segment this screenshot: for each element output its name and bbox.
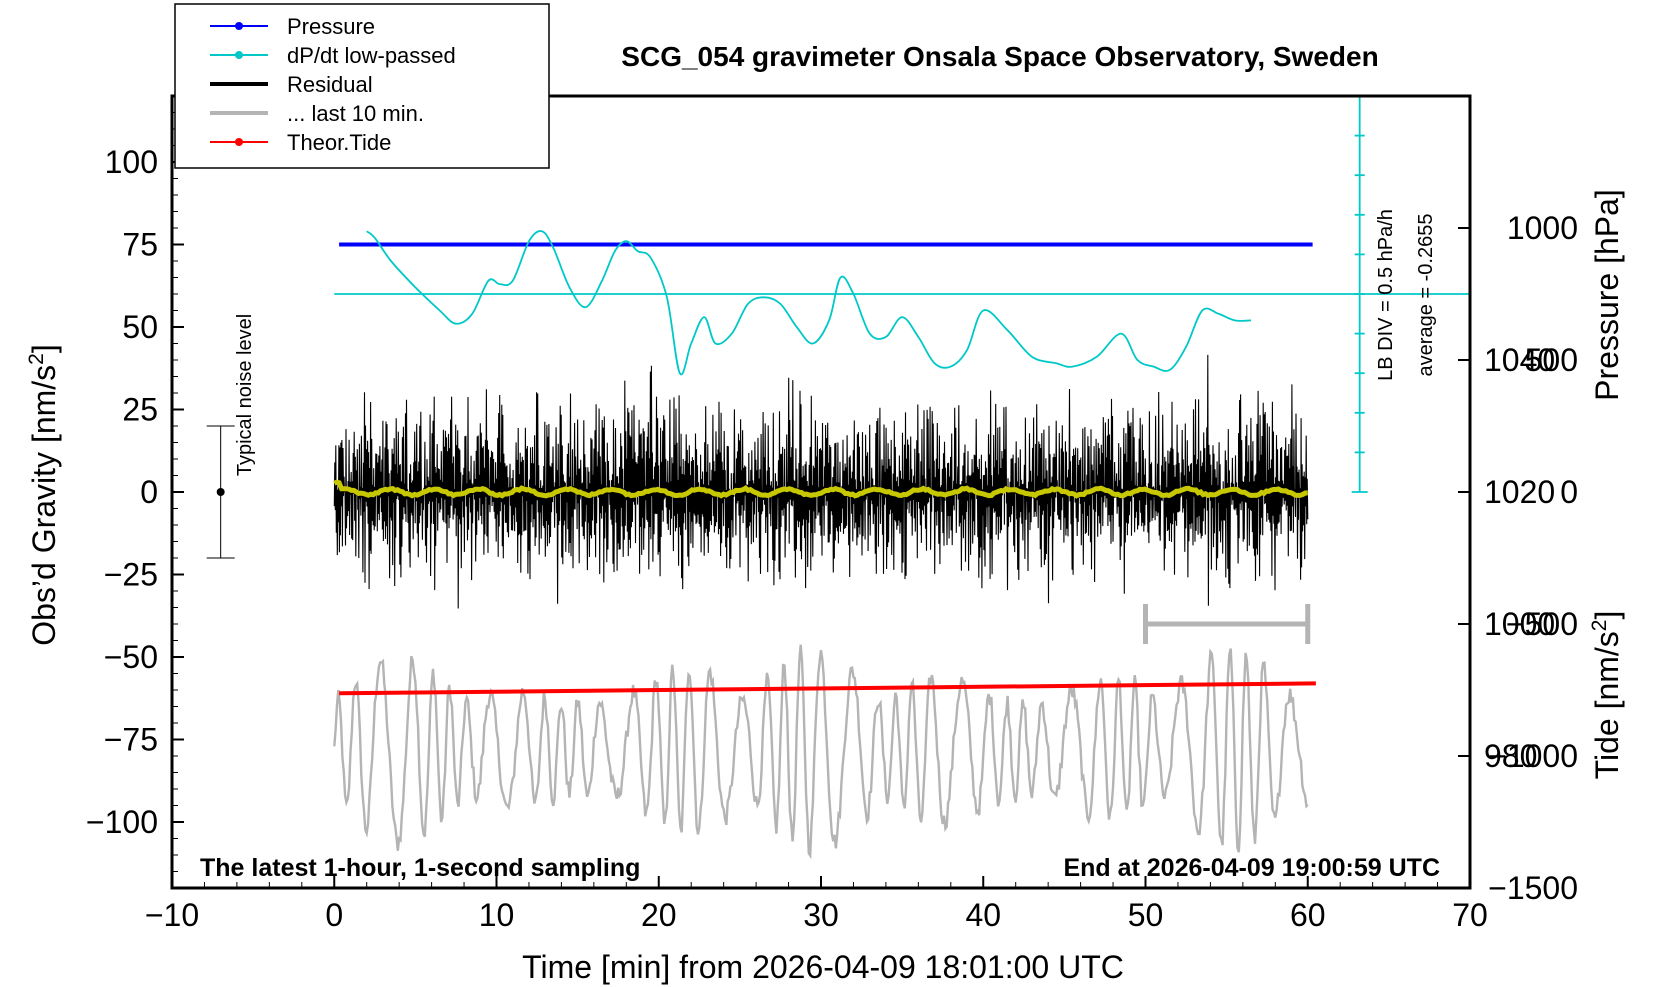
y-pressure-tick-label: 1040: [1484, 342, 1555, 378]
series-residual: [333, 354, 1309, 609]
left-axis-label: Obs’d Gravity [nm/s2]: [25, 344, 62, 646]
y-left-tick-label: 25: [122, 392, 158, 428]
y-left-tick-label: −25: [104, 557, 158, 593]
legend-items: Pressure dP/dt low-passed Residual ... last…: [210, 14, 456, 155]
chart-title: SCG_054 gravimeter Onsala Space Observat…: [621, 41, 1378, 72]
x-tick-label: 20: [641, 897, 677, 933]
y-tide-tick-label: 500: [1525, 342, 1578, 378]
x-tick-label: 30: [803, 897, 839, 933]
left-axis-label-end: ]: [26, 344, 62, 353]
legend-label: Residual: [287, 72, 373, 97]
end-time-note: End at 2026-04-09 19:00:59 UTC: [1063, 854, 1440, 882]
legend-item: ... last 10 min.: [210, 101, 424, 126]
y-left-tick-label: 75: [122, 227, 158, 263]
legend-item: Residual: [210, 72, 373, 97]
left-axis-label-sup: 2: [25, 353, 48, 365]
legend-marker: [235, 22, 243, 30]
legend: Pressure dP/dt low-passed Residual ... last…: [174, 3, 550, 169]
y-tide-tick-label: −1000: [1488, 738, 1578, 774]
series-last-10-min: [333, 644, 1309, 860]
series-residual-smoothed: [333, 479, 1308, 499]
tide-axis-label-end: ]: [1589, 611, 1625, 620]
y-tide-tick-label: 1000: [1507, 210, 1578, 246]
x-tick-label: 40: [965, 897, 1001, 933]
y-pressure-tick-label: 1000: [1484, 606, 1555, 642]
x-tick-label: 70: [1452, 897, 1488, 933]
y-tide-tick-label: −500: [1506, 606, 1578, 642]
noise-level-label: Typical noise level: [234, 314, 256, 476]
tide-axis-label-sup: 2: [1588, 620, 1611, 632]
x-axis-label: Time [min] from 2026-04-09 18:01:00 UTC: [522, 949, 1124, 985]
legend-item: Pressure: [210, 14, 375, 39]
y-pressure-tick-label: 1020: [1484, 474, 1555, 510]
legend-item: Theor.Tide: [210, 130, 391, 155]
y-left-tick-label: 100: [105, 144, 158, 180]
legend-label: Pressure: [287, 14, 375, 39]
x-tick-label: 0: [325, 897, 343, 933]
legend-marker: [235, 51, 243, 59]
legend-label: Theor.Tide: [287, 130, 391, 155]
y-left-tick-label: −100: [86, 804, 158, 840]
pressure-axis-label: Pressure [hPa]: [1589, 189, 1625, 401]
tide-axis-label: Tide [nm/s2]: [1588, 611, 1625, 780]
series-theor-tide: [339, 681, 1316, 696]
axes: −10 0 10 20 30 40 50 60 701007550250−25−50−75−10…: [86, 95, 1578, 933]
tide-axis-label-text: Tide [nm/s: [1589, 631, 1625, 779]
dpdt-scale-label: LB DIV = 0.5 hPa/h: [1375, 209, 1397, 381]
left-axis-label-text: Obs’d Gravity [nm/s: [26, 365, 62, 646]
y-tide-tick-label: 0: [1560, 474, 1578, 510]
noise-point: [216, 488, 225, 496]
legend-item: dP/dt low-passed: [210, 43, 456, 68]
y-pressure-tick-label: 980: [1484, 738, 1537, 774]
y-left-tick-label: 0: [140, 474, 158, 510]
y-left-tick-label: −75: [104, 722, 158, 758]
x-tick-label: 10: [479, 897, 515, 933]
x-tick-label: −10: [145, 897, 199, 933]
series-dpdt: [366, 230, 1252, 376]
legend-label: ... last 10 min.: [287, 101, 424, 126]
plot-series: [206, 95, 1470, 860]
x-tick-label: 50: [1128, 897, 1164, 933]
dpdt-average-label: average = -0.2655: [1415, 214, 1437, 377]
legend-label: dP/dt low-passed: [287, 43, 456, 68]
sampling-note: The latest 1-hour, 1-second sampling: [200, 854, 640, 882]
y-left-tick-label: 50: [122, 309, 158, 345]
y-tide-tick-label: −1500: [1488, 870, 1578, 906]
x-tick-label: 60: [1290, 897, 1326, 933]
y-left-tick-label: −50: [104, 639, 158, 675]
legend-marker: [235, 138, 243, 146]
